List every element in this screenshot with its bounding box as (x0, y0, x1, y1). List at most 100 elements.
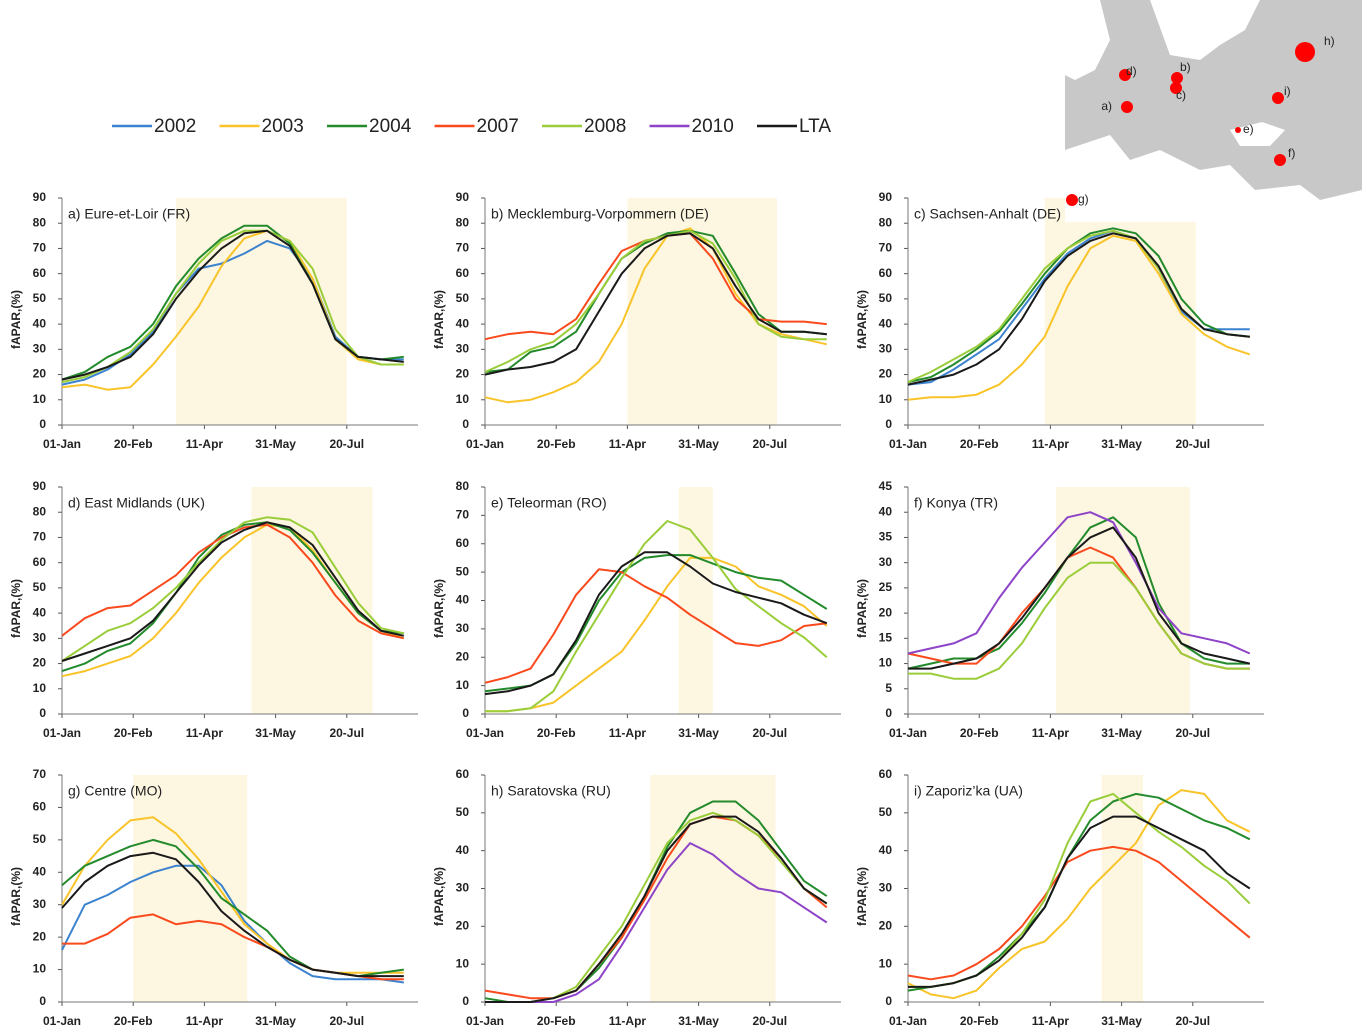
series-line (907, 227, 1250, 384)
map-label: d) (1126, 64, 1137, 78)
y-tick-label: 20 (879, 919, 893, 933)
x-tick-label: 31-May (1101, 1014, 1142, 1028)
y-tick-label: 30 (456, 342, 470, 356)
y-tick-label: 40 (879, 316, 893, 330)
x-tick-label: 11-Apr (609, 1014, 647, 1028)
y-tick-label: 40 (33, 605, 47, 619)
panel-title: c) Sachsen-Anhalt (DE) (914, 206, 1061, 222)
x-tick-label: 11-Apr (1032, 726, 1070, 740)
y-tick-label: 0 (462, 706, 469, 720)
y-tick-label: 35 (879, 530, 893, 544)
map-label: i) (1284, 84, 1291, 98)
y-tick-label: 60 (33, 266, 47, 280)
y-tick-label: 10 (456, 678, 470, 692)
x-tick-label: 01-Jan (43, 1014, 81, 1028)
highlight-band (251, 487, 373, 714)
highlight-band (1101, 775, 1143, 1002)
x-tick-label: 20-Feb (537, 437, 576, 451)
x-tick-label: 01-Jan (43, 437, 81, 451)
x-tick-label: 20-Feb (960, 437, 999, 451)
y-tick-label: 25 (879, 580, 893, 594)
y-tick-label: 60 (33, 800, 47, 814)
x-tick-label: 11-Apr (1032, 437, 1070, 451)
x-tick-label: 11-Apr (186, 1014, 224, 1028)
legend-label: 2002 (154, 116, 196, 137)
series-line (907, 516, 1250, 670)
y-axis-label: fAPAR,(%) (855, 290, 869, 349)
x-tick-label: 31-May (678, 1014, 719, 1028)
y-tick-label: 60 (456, 266, 470, 280)
y-tick-label: 0 (39, 706, 46, 720)
legend-label: 2008 (584, 116, 626, 137)
x-tick-label: 20-Jul (752, 437, 787, 451)
y-tick-label: 50 (33, 580, 47, 594)
legend-label: LTA (799, 116, 831, 137)
y-tick-label: 20 (879, 367, 893, 381)
highlight-band (175, 198, 347, 425)
highlight-band (678, 487, 713, 714)
series-line (485, 815, 828, 1003)
y-tick-label: 0 (885, 706, 892, 720)
y-tick-label: 30 (879, 881, 893, 895)
y-tick-label: 80 (456, 215, 470, 229)
x-tick-label: 20-Feb (537, 726, 576, 740)
series-line (484, 554, 828, 693)
x-tick-label: 20-Feb (960, 1014, 999, 1028)
panel-title: d) East Midlands (UK) (68, 495, 205, 511)
series-line (484, 227, 828, 404)
series-line (61, 229, 404, 384)
y-tick-label: 0 (39, 994, 46, 1008)
y-tick-label: 10 (879, 956, 893, 970)
y-tick-label: 10 (879, 656, 893, 670)
x-tick-label: 01-Jan (466, 437, 504, 451)
map-label: e) (1243, 122, 1254, 136)
series-line (908, 792, 1251, 988)
map-label: h) (1324, 34, 1335, 48)
x-tick-label: 20-Jul (752, 1014, 787, 1028)
x-tick-label: 20-Jul (1175, 726, 1210, 740)
y-tick-label: 40 (879, 504, 893, 518)
series-line (61, 521, 405, 662)
y-tick-label: 70 (456, 508, 470, 522)
y-tick-label: 50 (456, 291, 470, 305)
x-tick-label: 20-Jul (1175, 1014, 1210, 1028)
y-tick-label: 50 (33, 832, 47, 846)
map-label: b) (1180, 60, 1191, 74)
series-line (61, 521, 404, 673)
series-line (484, 229, 827, 373)
y-tick-label: 40 (456, 316, 470, 330)
y-tick-label: 0 (462, 417, 469, 431)
series-line (908, 815, 1251, 988)
map-region (1170, 82, 1182, 94)
series-line (907, 845, 1251, 981)
x-tick-label: 01-Jan (43, 726, 81, 740)
y-tick-label: 10 (33, 962, 47, 976)
y-tick-label: 30 (879, 555, 893, 569)
x-tick-label: 20-Jul (329, 726, 364, 740)
series-line (61, 516, 405, 662)
y-tick-label: 90 (456, 190, 470, 204)
map-sea (1065, 135, 1362, 222)
panel-title: e) Teleorman (RO) (491, 495, 607, 511)
y-tick-label: 30 (456, 881, 470, 895)
y-tick-label: 70 (456, 241, 470, 255)
x-tick-label: 31-May (678, 437, 719, 451)
map-region (1121, 101, 1133, 113)
y-tick-label: 0 (462, 994, 469, 1008)
map-region (1066, 194, 1078, 206)
y-tick-label: 90 (33, 479, 47, 493)
highlight-band (133, 775, 248, 1002)
map-sea (1150, 0, 1260, 60)
y-tick-label: 70 (33, 530, 47, 544)
legend-label: 2004 (369, 116, 412, 137)
series-line (908, 526, 1251, 670)
y-tick-label: 80 (33, 215, 47, 229)
y-tick-label: 30 (456, 621, 470, 635)
x-tick-label: 31-May (255, 437, 296, 451)
y-tick-label: 50 (456, 564, 470, 578)
y-tick-label: 10 (33, 681, 47, 695)
series-line (485, 520, 828, 713)
x-tick-label: 01-Jan (889, 726, 927, 740)
series-line (61, 851, 404, 978)
